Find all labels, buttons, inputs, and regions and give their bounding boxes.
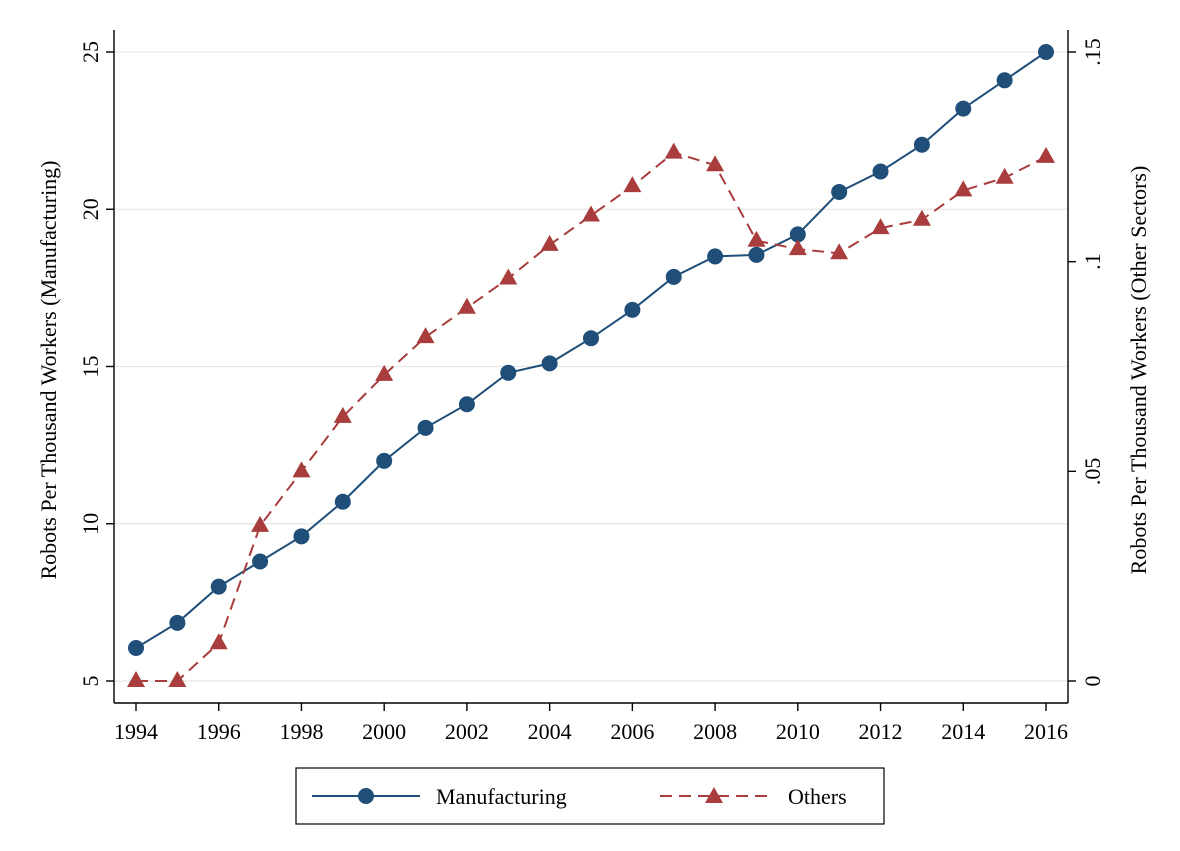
data-point-manufacturing [293,528,310,545]
x-tick-label: 1996 [197,719,241,744]
data-point-others [871,218,890,235]
data-point-manufacturing [417,419,434,436]
data-point-manufacturing [541,355,558,372]
data-point-manufacturing [500,364,517,381]
data-point-manufacturing [789,226,806,243]
data-point-manufacturing [1038,44,1054,60]
data-point-others [747,230,766,247]
data-point-manufacturing [583,330,599,347]
legend-item-manufacturing: Manufacturing [312,784,567,809]
data-point-others [499,268,518,285]
x-tick-label: 2016 [1024,719,1068,744]
legend-marker-others [705,787,723,803]
data-point-manufacturing [831,183,848,200]
legend-label-manufacturing: Manufacturing [436,784,567,809]
data-point-manufacturing [665,268,682,285]
left-y-tick-label: 10 [78,513,103,535]
data-point-others [788,239,807,256]
x-tick-label: 2006 [610,719,654,744]
data-point-manufacturing [707,248,724,265]
data-point-others [416,327,435,344]
data-point-manufacturing [458,396,475,413]
data-point-others [375,364,394,381]
x-tick-label: 1998 [279,719,323,744]
data-point-others [127,671,145,687]
right-y-tick-label: .05 [1080,458,1105,486]
data-point-others [292,461,311,478]
data-point-others [664,142,683,159]
data-point-others [582,205,600,222]
x-tick-label: 2010 [776,719,820,744]
gridlines [114,51,1068,682]
data-point-manufacturing [955,100,972,117]
x-tick-label: 1994 [114,719,158,744]
right-y-tick-label: .1 [1080,253,1105,270]
x-tick-label: 2000 [362,719,406,744]
data-point-manufacturing [748,246,765,263]
left-axis-title: Robots Per Thousand Workers (Manufacturi… [36,160,61,579]
x-tick-label: 2012 [859,719,903,744]
data-point-manufacturing [210,578,227,595]
data-point-manufacturing [169,614,186,631]
data-point-others [209,633,228,650]
left-y-tick-label: 5 [78,676,103,687]
data-point-others [830,243,849,260]
data-point-others [995,167,1014,184]
legend-item-others: Others [660,784,847,809]
data-point-manufacturing [624,301,641,318]
x-tick-label: 2008 [693,719,737,744]
data-point-manufacturing [128,639,144,656]
data-point-manufacturing [376,452,393,469]
x-tick-label: 2004 [528,719,572,744]
data-point-others [168,671,187,687]
data-point-manufacturing [872,163,889,180]
data-point-others [623,176,642,193]
legend-marker-manufacturing [358,788,374,804]
data-point-manufacturing [913,136,930,153]
x-tick-label: 2002 [445,719,489,744]
data-point-others [1037,146,1055,163]
data-point-manufacturing [996,72,1013,89]
legend-label-others: Others [788,784,847,809]
data-point-others [706,155,725,172]
ticks: 5 10 15 20 25 0 .05 .1 .15 1994 1996 1998 2000 2002 20… [78,38,1105,744]
legend: Manufacturing Others [295,767,885,825]
data-point-others [954,180,973,197]
data-point-others [912,209,931,226]
data-point-manufacturing [334,493,351,510]
data-point-others [333,406,352,423]
series-line-manufacturing [135,51,1047,649]
data-point-manufacturing [252,553,269,570]
data-point-others [540,234,559,251]
series [127,44,1055,687]
right-axis-title: Robots Per Thousand Workers (Other Secto… [1126,166,1151,575]
series-line-others [136,151,1047,682]
left-y-tick-label: 15 [78,356,103,378]
x-tick-label: 2014 [941,719,985,744]
data-point-others [457,297,476,314]
data-point-others [251,515,270,532]
right-y-tick-label: 0 [1080,676,1105,687]
left-y-tick-label: 20 [78,198,103,220]
left-y-tick-label: 25 [78,41,103,63]
right-y-tick-label: .15 [1080,38,1105,66]
